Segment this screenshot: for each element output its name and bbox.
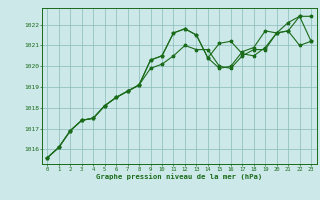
X-axis label: Graphe pression niveau de la mer (hPa): Graphe pression niveau de la mer (hPa) — [96, 173, 262, 180]
